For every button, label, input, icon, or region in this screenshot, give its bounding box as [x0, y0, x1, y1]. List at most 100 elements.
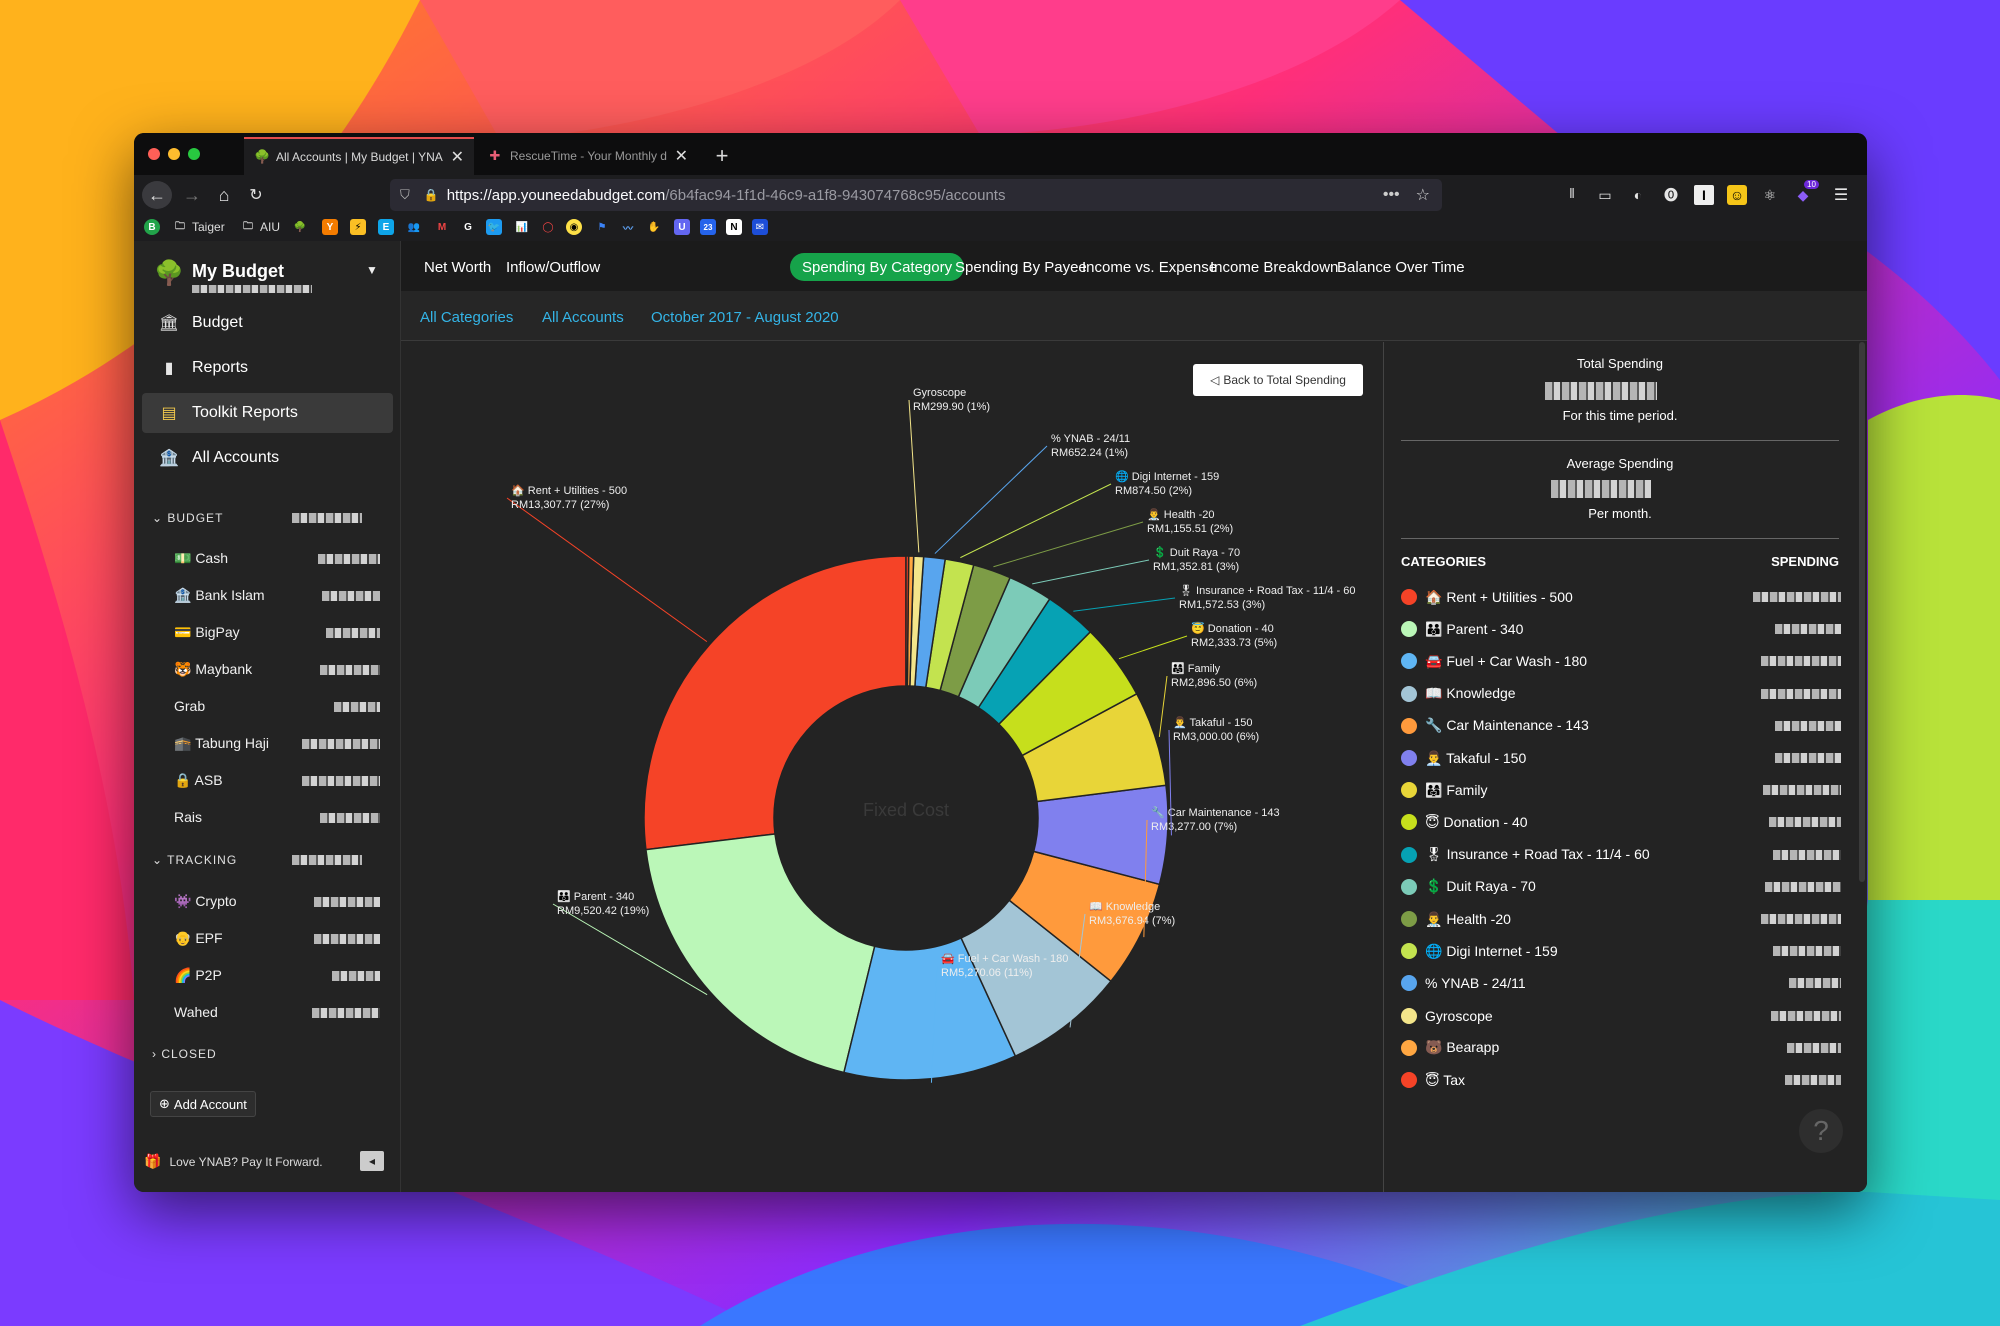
back-button[interactable]: ←	[142, 181, 172, 209]
category-row[interactable]: 👨‍💼 Takaful - 150	[1401, 748, 1841, 768]
category-row[interactable]: 👨‍⚕️ Health -20	[1401, 909, 1841, 929]
report-tab[interactable]: Income Breakdown	[1210, 258, 1339, 276]
library-icon[interactable]: 𝍪	[1569, 185, 1575, 201]
section-closed[interactable]: › CLOSED	[152, 1047, 217, 1061]
chevron-down-icon[interactable]: ▼	[366, 263, 378, 277]
category-row[interactable]: 👨‍👩‍👧 Family	[1401, 780, 1841, 800]
pay-it-forward-link[interactable]: 🎁 Love YNAB? Pay It Forward.	[144, 1153, 323, 1170]
bookmark-e-icon[interactable]: E	[378, 219, 394, 235]
account-item[interactable]: Rais	[174, 809, 203, 825]
extension-honey-icon[interactable]: ☺	[1727, 185, 1747, 205]
account-item[interactable]: 💳 BigPay	[174, 624, 240, 640]
bookmark-mail-icon[interactable]: ✉	[752, 219, 768, 235]
bookmark-green-icon[interactable]: B	[144, 219, 160, 235]
bookmark-bolt-icon[interactable]: ⚡	[350, 219, 366, 235]
bookmark-ynab-icon[interactable]: 🌳	[293, 221, 307, 233]
report-tab[interactable]: Spending By Category	[790, 253, 965, 281]
add-account-button[interactable]: ⊕ Add Account	[150, 1091, 256, 1117]
account-item[interactable]: Wahed	[174, 1004, 218, 1020]
close-window-button[interactable]	[148, 148, 160, 160]
extension-react-icon[interactable]: ⚛	[1763, 186, 1777, 203]
bookmark-twitter-icon[interactable]: 🐦	[486, 219, 502, 235]
bookmark-flag-icon[interactable]: ⚑	[597, 221, 607, 233]
category-row[interactable]: Gyroscope	[1401, 1006, 1841, 1026]
category-row[interactable]: 😇 Tax	[1401, 1070, 1841, 1090]
filter-categories[interactable]: All Categories	[420, 309, 514, 326]
bookmark-ring-icon[interactable]: ◯	[542, 221, 554, 233]
category-spending-redacted	[1769, 817, 1841, 828]
home-button[interactable]: ⌂	[210, 181, 238, 209]
category-row[interactable]: 💲 Duit Raya - 70	[1401, 877, 1841, 897]
account-item[interactable]: 🔒 ASB	[174, 772, 223, 788]
new-tab-button[interactable]: +	[704, 137, 740, 175]
close-tab-icon[interactable]: ✕	[674, 148, 688, 165]
account-item[interactable]: 🕋 Tabung Haji	[174, 735, 270, 751]
section-budget[interactable]: ⌄ BUDGET	[152, 511, 224, 525]
account-item[interactable]: 🌈 P2P	[174, 967, 222, 983]
section-tracking[interactable]: ⌄ TRACKING	[152, 853, 238, 867]
report-tab[interactable]: Inflow/Outflow	[506, 258, 601, 276]
report-tab[interactable]: Balance Over Time	[1337, 258, 1465, 276]
bookmark-star-icon[interactable]: ☆	[1415, 187, 1430, 204]
category-row[interactable]: 😇 Donation - 40	[1401, 812, 1841, 832]
bookmark-up-icon[interactable]: U	[674, 219, 690, 235]
report-tab[interactable]: Spending By Payee	[955, 258, 1087, 276]
page-actions-icon[interactable]: •••	[1382, 186, 1400, 203]
address-bar[interactable]: ⛉ 🔒 https://app.youneedabudget.com/6b4fa…	[390, 179, 1442, 211]
bookmark-notion-icon[interactable]: N	[726, 219, 742, 235]
account-item[interactable]: Grab	[174, 698, 206, 714]
category-row[interactable]: 📖 Knowledge	[1401, 684, 1841, 704]
category-row[interactable]: 🐻 Bearapp	[1401, 1038, 1841, 1058]
extension-b-icon[interactable]: ⓿	[1664, 187, 1678, 203]
filter-date-range[interactable]: October 2017 - August 2020	[651, 309, 839, 326]
report-tab[interactable]: Income vs. Expense	[1082, 258, 1218, 276]
bookmark-m-icon[interactable]: M	[437, 221, 447, 233]
bookmark-smile-icon[interactable]: ◉	[566, 219, 582, 235]
tab-ynab[interactable]: 🌳 All Accounts | My Budget | YNAB ✕	[244, 137, 474, 175]
bookmark-google-icon[interactable]: G	[464, 221, 472, 233]
account-item[interactable]: 👾 Crypto	[174, 893, 237, 909]
reload-button[interactable]: ↻	[242, 181, 270, 209]
category-row[interactable]: 🎖 Insurance + Road Tax - 11/4 - 60	[1401, 845, 1841, 865]
bookmark-y-icon[interactable]: Y	[322, 219, 338, 235]
bookmark-chart-icon[interactable]: 📊	[515, 221, 529, 233]
extension-purple-icon[interactable]: ◆	[1797, 186, 1809, 203]
category-row[interactable]: 🌐 Digi Internet - 159	[1401, 941, 1841, 961]
pie-slice[interactable]	[905, 555, 910, 687]
sidebar-item-toolkit-reports[interactable]: ▤ Toolkit Reports	[142, 393, 393, 433]
sidebar-toggle-icon[interactable]: ▭	[1598, 186, 1612, 203]
minimize-window-button[interactable]	[168, 148, 180, 160]
account-item[interactable]: 💵 Cash	[174, 550, 229, 566]
menu-icon[interactable]: ☰	[1833, 187, 1849, 204]
bookmark-calendar-icon[interactable]: 23	[700, 219, 716, 235]
filter-accounts[interactable]: All Accounts	[542, 309, 624, 326]
category-row[interactable]: 🏠 Rent + Utilities - 500	[1401, 587, 1841, 607]
sidebar-item-budget[interactable]: 🏛 Budget	[142, 303, 393, 343]
report-tab[interactable]: Net Worth	[424, 258, 492, 276]
bookmark-crowd-icon[interactable]: 👥	[407, 221, 421, 233]
tab-rescuetime[interactable]: ✚ RescueTime - Your Monthly dashboard ✕	[478, 137, 698, 175]
back-to-total-button[interactable]: ◁ Back to Total Spending	[1193, 364, 1363, 396]
account-item[interactable]: 👴 EPF	[174, 930, 223, 946]
sidebar-item-all-accounts[interactable]: 🏦 All Accounts	[142, 438, 393, 478]
collapse-sidebar-button[interactable]: ◂	[360, 1151, 384, 1171]
extension-instapaper-icon[interactable]: I	[1694, 185, 1714, 205]
bookmark-folder-aiu[interactable]: AIU	[260, 220, 281, 234]
account-item[interactable]: 🐯 Maybank	[174, 661, 253, 677]
help-button[interactable]: ?	[1799, 1109, 1843, 1153]
bookmark-wave-icon[interactable]: 〰	[623, 223, 633, 235]
category-row[interactable]: 🔧 Car Maintenance - 143	[1401, 716, 1841, 736]
sidebar-item-reports[interactable]: ▮ Reports	[142, 348, 393, 388]
bookmark-hand-icon[interactable]: ✋	[647, 221, 661, 233]
close-tab-icon[interactable]: ✕	[450, 149, 464, 166]
category-row[interactable]: 🚘 Fuel + Car Wash - 180	[1401, 651, 1841, 671]
forward-button[interactable]: →	[178, 181, 206, 209]
scrollbar[interactable]	[1859, 342, 1865, 882]
category-row[interactable]: % YNAB - 24/11	[1401, 973, 1841, 993]
category-row[interactable]: 👪 Parent - 340	[1401, 619, 1841, 639]
account-item[interactable]: 🏦 Bank Islam	[174, 587, 265, 603]
budget-name[interactable]: My Budget	[192, 261, 284, 281]
extension-a-icon[interactable]: ◐	[1633, 187, 1643, 203]
maximize-window-button[interactable]	[188, 148, 200, 160]
bookmark-folder-taiger[interactable]: Taiger	[192, 220, 225, 234]
